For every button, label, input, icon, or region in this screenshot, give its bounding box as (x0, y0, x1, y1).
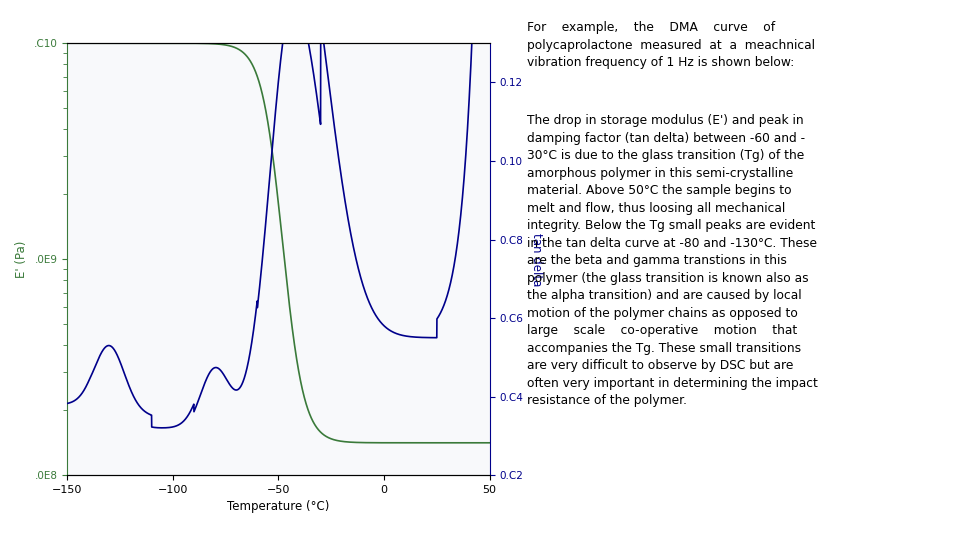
Y-axis label: tan delta: tan delta (530, 233, 542, 286)
Text: For    example,    the    DMA    curve    of
polycaprolactone  measured  at  a  : For example, the DMA curve of polycaprol… (527, 21, 815, 69)
Text: The drop in storage modulus (E') and peak in
damping factor (tan delta) between : The drop in storage modulus (E') and pea… (527, 114, 818, 408)
X-axis label: Temperature (°C): Temperature (°C) (228, 501, 329, 514)
Y-axis label: E' (Pa): E' (Pa) (15, 240, 28, 278)
